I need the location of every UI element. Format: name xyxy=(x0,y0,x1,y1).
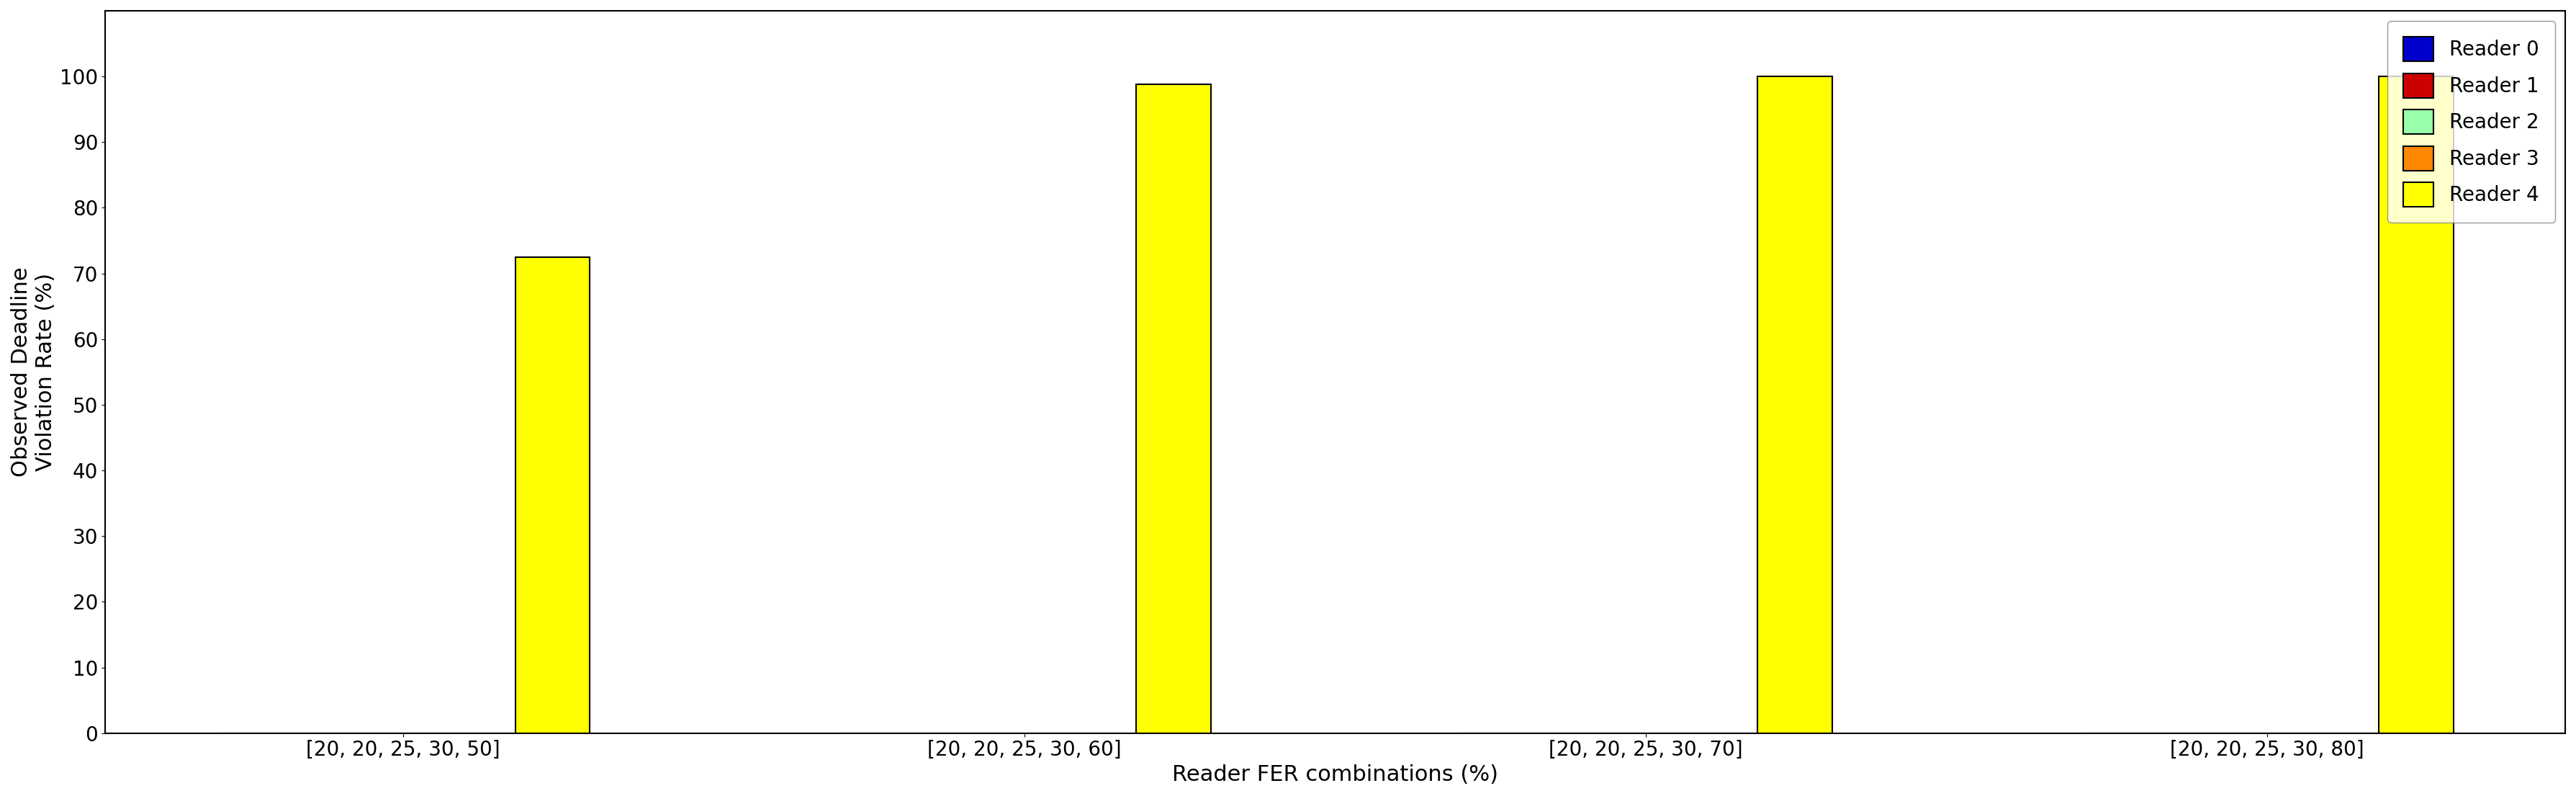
Y-axis label: Observed Deadline
Violation Rate (%): Observed Deadline Violation Rate (%) xyxy=(10,267,57,477)
Legend: Reader 0, Reader 1, Reader 2, Reader 3, Reader 4: Reader 0, Reader 1, Reader 2, Reader 3, … xyxy=(2388,21,2555,223)
Bar xyxy=(515,257,590,733)
Bar xyxy=(2378,76,2452,733)
Bar xyxy=(1757,76,1832,733)
X-axis label: Reader FER combinations (%): Reader FER combinations (%) xyxy=(1172,764,1499,785)
Bar xyxy=(1136,84,1211,733)
